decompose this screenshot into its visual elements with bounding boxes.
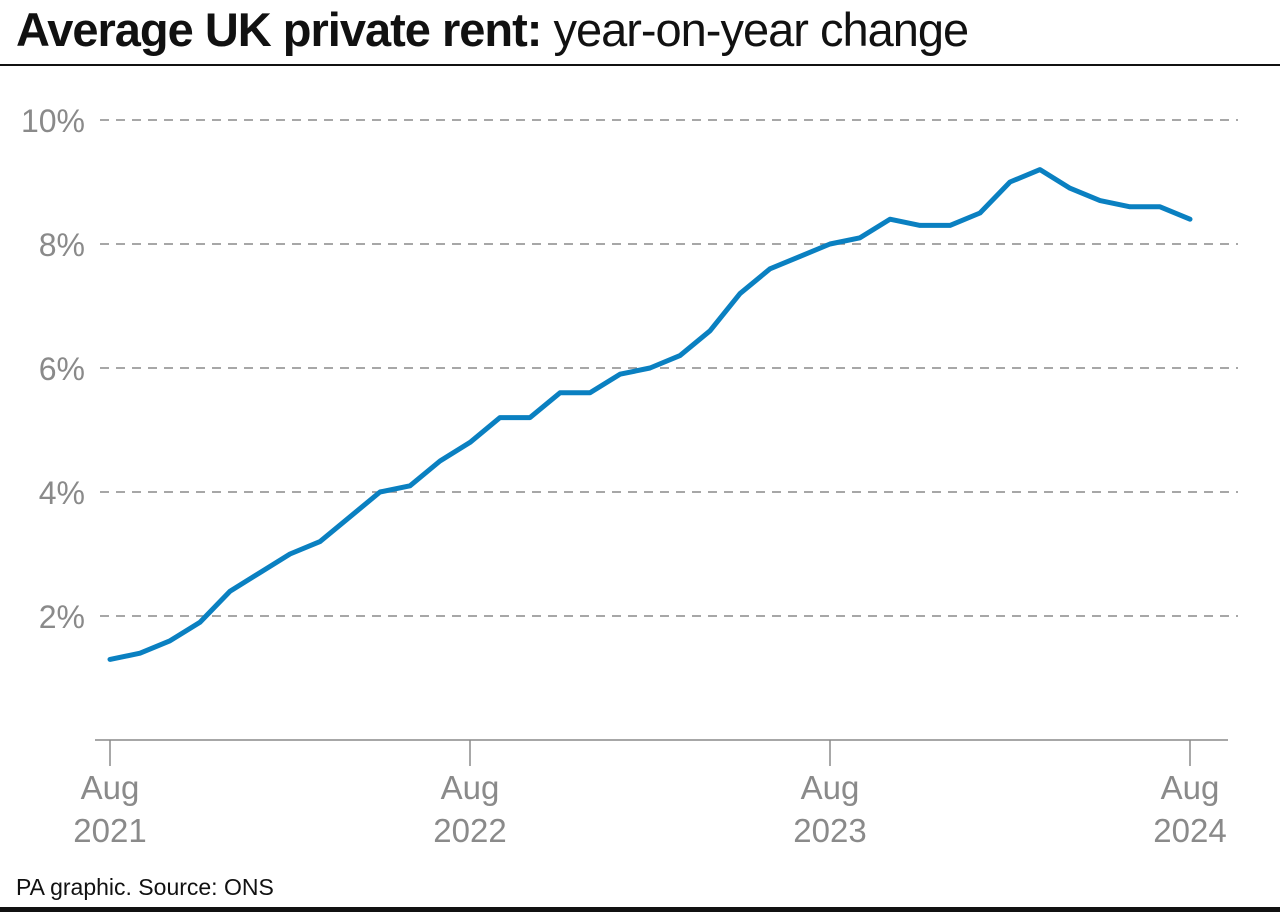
y-tick-label: 4% xyxy=(39,475,85,511)
chart-title-rest: year-on-year change xyxy=(541,3,969,56)
x-tick-year: 2022 xyxy=(433,812,506,849)
y-tick-label: 2% xyxy=(39,599,85,635)
x-tick-year: 2021 xyxy=(73,812,146,849)
x-tick-month: Aug xyxy=(441,769,500,806)
series-line xyxy=(107,167,1193,662)
x-tick-year: 2023 xyxy=(793,812,866,849)
bottom-divider xyxy=(0,907,1280,912)
y-tick-label: 6% xyxy=(39,351,85,387)
x-tick-month: Aug xyxy=(81,769,140,806)
chart-title: Average UK private rent: year-on-year ch… xyxy=(16,2,969,57)
title-divider xyxy=(0,64,1280,66)
y-tick-label: 10% xyxy=(21,103,85,139)
chart-title-bold: Average UK private rent: xyxy=(16,3,542,56)
x-tick-month: Aug xyxy=(801,769,860,806)
y-tick-label: 8% xyxy=(39,227,85,263)
x-tick-month: Aug xyxy=(1161,769,1220,806)
source-note: PA graphic. Source: ONS xyxy=(16,874,274,900)
x-tick-year: 2024 xyxy=(1153,812,1226,849)
